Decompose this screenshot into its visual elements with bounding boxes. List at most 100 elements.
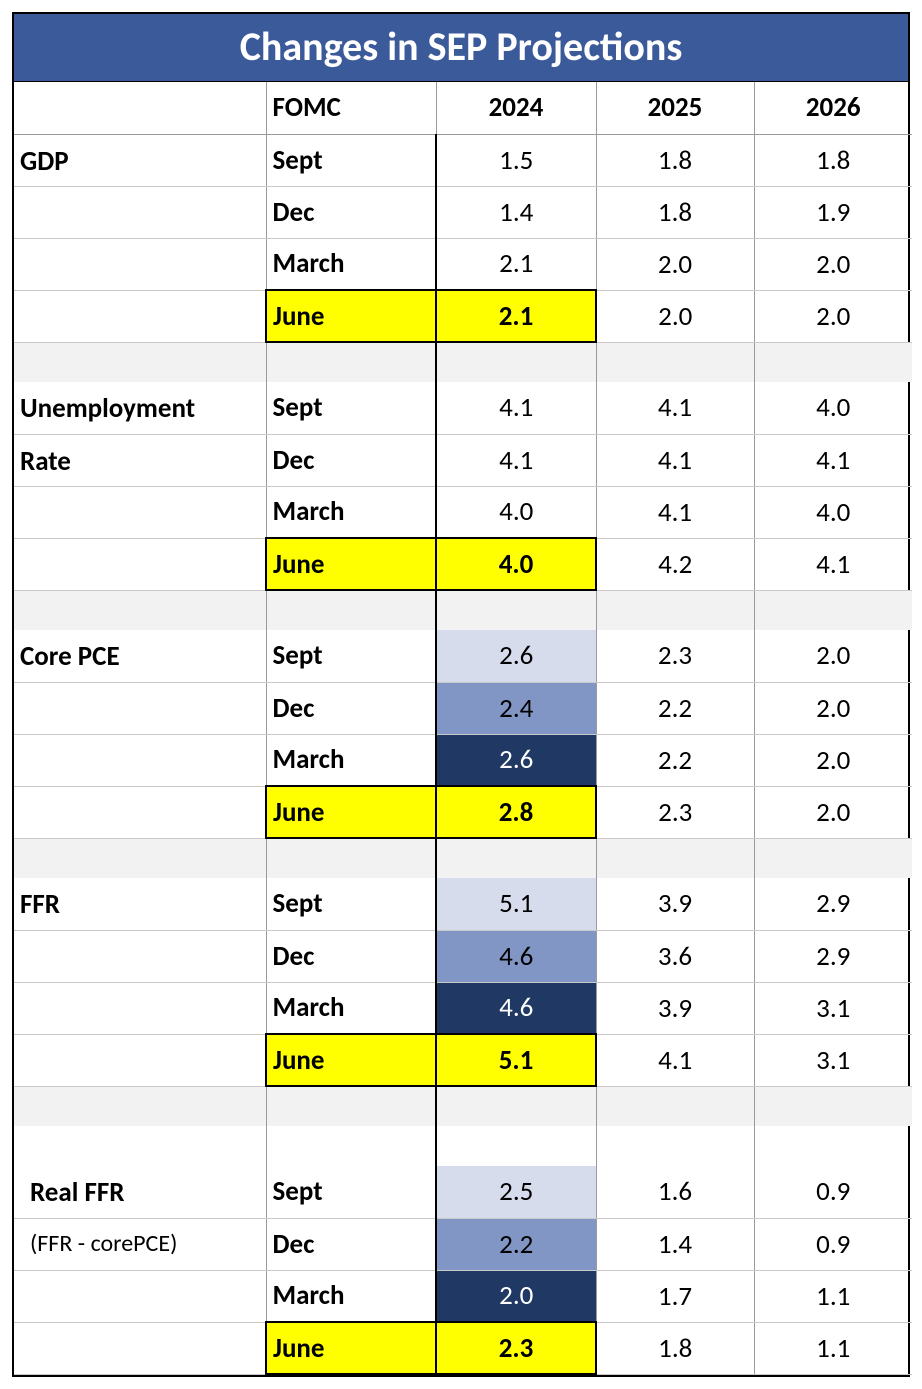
fomc-meeting: Dec [266, 1218, 436, 1270]
table-row: GDPSept1.51.81.8 [14, 134, 912, 186]
value-2025: 1.8 [596, 134, 754, 186]
table-row: June2.12.02.0 [14, 290, 912, 342]
fomc-meeting: March [266, 982, 436, 1034]
table-row: June2.31.81.1 [14, 1322, 912, 1374]
metric-label [14, 786, 266, 838]
value-2026: 2.0 [754, 682, 912, 734]
value-2026: 1.9 [754, 186, 912, 238]
fomc-meeting: March [266, 238, 436, 290]
metric-label [14, 734, 266, 786]
value-2025: 1.8 [596, 186, 754, 238]
value-2024: 4.1 [436, 434, 596, 486]
value-2025: 2.0 [596, 238, 754, 290]
metric-label [14, 186, 266, 238]
table-row: June2.82.32.0 [14, 786, 912, 838]
sep-projections-table: Changes in SEP Projections FOMC 2024 202… [12, 12, 910, 1377]
fomc-meeting: Dec [266, 186, 436, 238]
gap-row [14, 1126, 912, 1166]
value-2025: 1.4 [596, 1218, 754, 1270]
value-2025: 4.2 [596, 538, 754, 590]
value-2024: 2.1 [436, 290, 596, 342]
metric-label [14, 290, 266, 342]
value-2025: 4.1 [596, 1034, 754, 1086]
value-2024: 1.4 [436, 186, 596, 238]
table-row: March4.63.93.1 [14, 982, 912, 1034]
fomc-meeting: Sept [266, 630, 436, 682]
value-2025: 2.3 [596, 630, 754, 682]
metric-label [14, 1034, 266, 1086]
table-row: March2.01.71.1 [14, 1270, 912, 1322]
fomc-meeting: Dec [266, 682, 436, 734]
value-2025: 3.9 [596, 982, 754, 1034]
table-title: Changes in SEP Projections [14, 14, 908, 82]
value-2026: 4.1 [754, 538, 912, 590]
value-2024: 2.0 [436, 1270, 596, 1322]
value-2024: 4.0 [436, 538, 596, 590]
metric-label: Rate [14, 434, 266, 486]
fomc-meeting: June [266, 290, 436, 342]
metric-label: Unemployment [14, 382, 266, 434]
value-2026: 1.1 [754, 1270, 912, 1322]
value-2025: 4.1 [596, 434, 754, 486]
value-2026: 4.0 [754, 486, 912, 538]
table-row: March2.62.22.0 [14, 734, 912, 786]
table-row: Dec2.42.22.0 [14, 682, 912, 734]
value-2026: 4.0 [754, 382, 912, 434]
fomc-meeting: Sept [266, 134, 436, 186]
value-2025: 2.2 [596, 734, 754, 786]
value-2025: 4.1 [596, 486, 754, 538]
metric-label [14, 238, 266, 290]
metric-label: FFR [14, 878, 266, 930]
metric-label: GDP [14, 134, 266, 186]
value-2026: 1.1 [754, 1322, 912, 1374]
table-row: March2.12.02.0 [14, 238, 912, 290]
fomc-meeting: Dec [266, 930, 436, 982]
gap-row [14, 838, 912, 878]
value-2026: 2.0 [754, 630, 912, 682]
value-2026: 2.0 [754, 238, 912, 290]
value-2024: 4.6 [436, 930, 596, 982]
value-2024: 5.1 [436, 878, 596, 930]
fomc-meeting: March [266, 486, 436, 538]
value-2025: 1.7 [596, 1270, 754, 1322]
table-row: Dec4.63.62.9 [14, 930, 912, 982]
metric-label [14, 1270, 266, 1322]
value-2025: 3.9 [596, 878, 754, 930]
gap-row [14, 590, 912, 630]
value-2025: 1.8 [596, 1322, 754, 1374]
value-2026: 2.9 [754, 930, 912, 982]
table-row: FFRSept5.13.92.9 [14, 878, 912, 930]
fomc-meeting: Dec [266, 434, 436, 486]
fomc-meeting: June [266, 786, 436, 838]
table-row: Real FFRSept2.51.60.9 [14, 1166, 912, 1218]
header-row: FOMC 2024 2025 2026 [14, 82, 912, 134]
metric-label: (FFR - corePCE) [14, 1218, 266, 1270]
value-2026: 0.9 [754, 1218, 912, 1270]
value-2025: 2.3 [596, 786, 754, 838]
value-2025: 2.0 [596, 290, 754, 342]
value-2024: 2.6 [436, 734, 596, 786]
table-row: (FFR - corePCE)Dec2.21.40.9 [14, 1218, 912, 1270]
value-2025: 4.1 [596, 382, 754, 434]
table-row: March4.04.14.0 [14, 486, 912, 538]
metric-label: Real FFR [14, 1166, 266, 1218]
value-2024: 4.6 [436, 982, 596, 1034]
fomc-meeting: March [266, 1270, 436, 1322]
header-fomc: FOMC [266, 82, 436, 134]
value-2025: 3.6 [596, 930, 754, 982]
fomc-meeting: Sept [266, 878, 436, 930]
value-2024: 2.8 [436, 786, 596, 838]
value-2026: 4.1 [754, 434, 912, 486]
table-row: UnemploymentSept4.14.14.0 [14, 382, 912, 434]
gap-row [14, 342, 912, 382]
header-blank [14, 82, 266, 134]
value-2024: 2.5 [436, 1166, 596, 1218]
fomc-meeting: March [266, 734, 436, 786]
metric-label [14, 538, 266, 590]
value-2024: 2.1 [436, 238, 596, 290]
value-2024: 2.3 [436, 1322, 596, 1374]
fomc-meeting: June [266, 538, 436, 590]
value-2024: 1.5 [436, 134, 596, 186]
value-2024: 2.6 [436, 630, 596, 682]
metric-label [14, 682, 266, 734]
